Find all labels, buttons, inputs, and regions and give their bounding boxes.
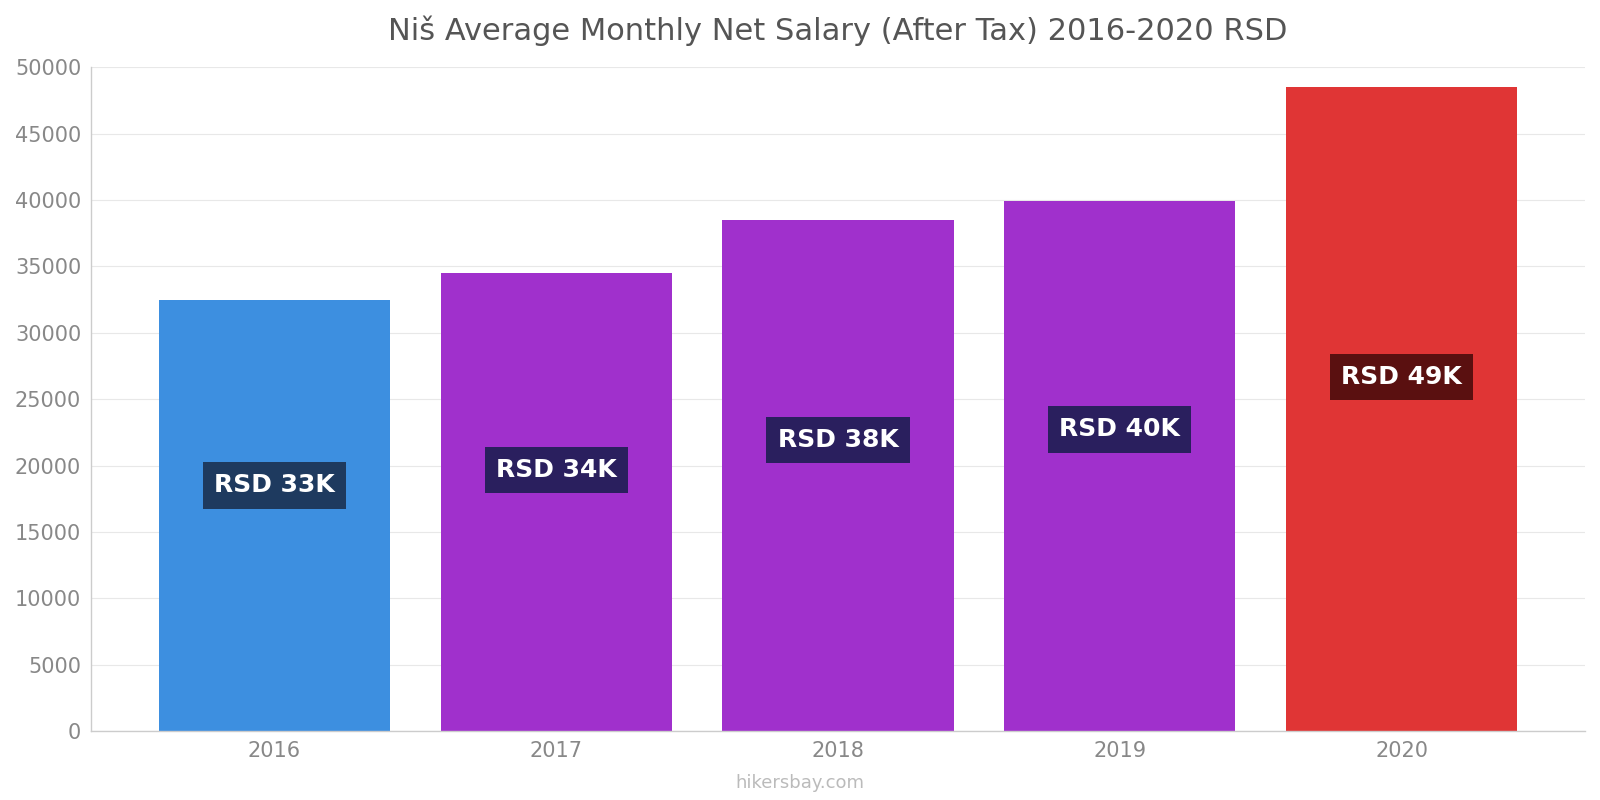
Bar: [1286, 87, 1517, 731]
Bar: [723, 220, 954, 731]
Text: RSD 40K: RSD 40K: [1059, 418, 1181, 442]
Text: hikersbay.com: hikersbay.com: [736, 774, 864, 792]
Title: Niš Average Monthly Net Salary (After Tax) 2016-2020 RSD: Niš Average Monthly Net Salary (After Ta…: [389, 15, 1288, 46]
Bar: [440, 273, 672, 731]
Bar: [158, 300, 390, 731]
Text: RSD 38K: RSD 38K: [778, 428, 898, 452]
Bar: [1005, 202, 1235, 731]
Text: RSD 33K: RSD 33K: [214, 474, 334, 498]
Text: RSD 34K: RSD 34K: [496, 458, 616, 482]
Text: RSD 49K: RSD 49K: [1341, 365, 1462, 389]
